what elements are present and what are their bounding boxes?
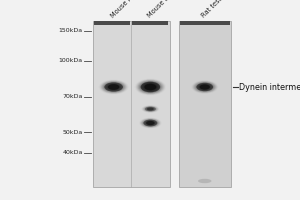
Ellipse shape xyxy=(195,82,214,92)
Ellipse shape xyxy=(101,81,127,93)
Ellipse shape xyxy=(144,84,156,90)
Ellipse shape xyxy=(105,83,122,91)
Bar xyxy=(178,21,231,187)
Ellipse shape xyxy=(145,107,156,111)
Ellipse shape xyxy=(145,120,156,126)
Ellipse shape xyxy=(146,107,155,111)
Ellipse shape xyxy=(200,84,210,90)
Ellipse shape xyxy=(194,82,215,92)
Ellipse shape xyxy=(136,79,165,95)
Ellipse shape xyxy=(106,83,121,91)
Ellipse shape xyxy=(144,120,157,126)
Ellipse shape xyxy=(146,121,155,125)
Ellipse shape xyxy=(196,83,214,91)
Ellipse shape xyxy=(193,81,216,93)
Ellipse shape xyxy=(145,107,156,111)
Ellipse shape xyxy=(142,119,159,127)
Ellipse shape xyxy=(107,84,120,90)
Ellipse shape xyxy=(192,81,217,93)
Ellipse shape xyxy=(108,84,119,90)
Ellipse shape xyxy=(147,108,154,110)
Ellipse shape xyxy=(139,81,162,93)
Bar xyxy=(133,21,168,25)
Ellipse shape xyxy=(146,121,154,125)
Ellipse shape xyxy=(100,80,128,94)
Ellipse shape xyxy=(143,83,157,91)
Ellipse shape xyxy=(143,120,157,126)
Ellipse shape xyxy=(146,121,155,125)
Text: 50kDa: 50kDa xyxy=(62,130,83,134)
Ellipse shape xyxy=(199,84,211,90)
Ellipse shape xyxy=(144,106,157,112)
Ellipse shape xyxy=(104,82,123,92)
Ellipse shape xyxy=(196,83,213,91)
Ellipse shape xyxy=(142,83,158,91)
Bar xyxy=(94,21,130,25)
Ellipse shape xyxy=(198,84,211,90)
Ellipse shape xyxy=(138,80,163,94)
Ellipse shape xyxy=(141,82,160,92)
Ellipse shape xyxy=(140,81,160,93)
Ellipse shape xyxy=(142,119,158,127)
Ellipse shape xyxy=(108,84,119,90)
Text: 40kDa: 40kDa xyxy=(62,150,83,156)
Ellipse shape xyxy=(102,81,125,93)
Ellipse shape xyxy=(147,108,154,110)
Ellipse shape xyxy=(145,84,156,90)
Text: Dynein intermediate chain 1: Dynein intermediate chain 1 xyxy=(239,83,300,92)
Ellipse shape xyxy=(197,83,213,91)
Text: 150kDa: 150kDa xyxy=(59,28,83,33)
Text: Rat testis: Rat testis xyxy=(200,0,227,19)
Ellipse shape xyxy=(137,80,164,94)
Ellipse shape xyxy=(104,82,123,92)
Ellipse shape xyxy=(145,107,156,111)
Ellipse shape xyxy=(103,82,124,92)
Text: 100kDa: 100kDa xyxy=(59,58,83,64)
Text: 70kDa: 70kDa xyxy=(62,95,83,99)
Ellipse shape xyxy=(141,82,160,92)
Ellipse shape xyxy=(198,179,211,183)
Ellipse shape xyxy=(141,118,160,128)
Bar xyxy=(180,21,230,25)
Text: Mouse testis: Mouse testis xyxy=(146,0,180,19)
Ellipse shape xyxy=(143,119,158,127)
Ellipse shape xyxy=(146,107,154,111)
Bar xyxy=(93,21,170,187)
Text: Mouse lung: Mouse lung xyxy=(110,0,141,19)
Ellipse shape xyxy=(143,106,158,112)
Ellipse shape xyxy=(200,84,210,90)
Ellipse shape xyxy=(142,106,158,112)
